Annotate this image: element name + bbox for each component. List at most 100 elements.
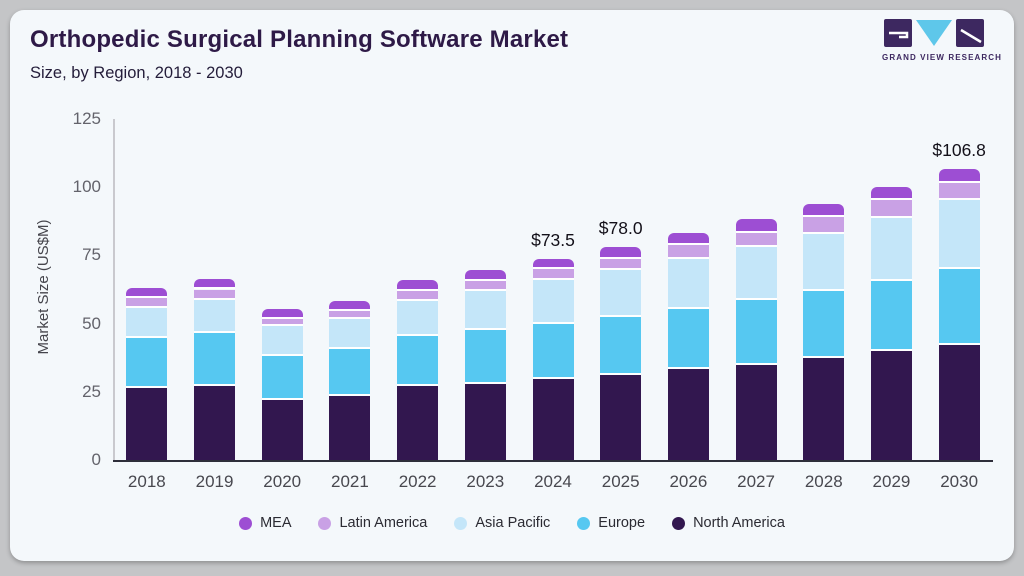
legend-dot-icon [577, 516, 591, 530]
bar-segment-latin-america [329, 311, 371, 319]
bar-segment-latin-america [194, 289, 236, 300]
bar-segment-latin-america [532, 269, 574, 281]
y-tick-label: 100 [72, 177, 101, 197]
bar-segment-europe [600, 316, 642, 375]
bar-segment-europe [464, 329, 506, 384]
bar-segment-north-america [397, 386, 439, 460]
legend-label: Europe [598, 515, 646, 531]
bar-segment-north-america [261, 399, 303, 460]
chart-legend: MEA Latin America Asia Pacific Europe North … [10, 515, 1014, 531]
bar-segment-asia-pacific [735, 246, 777, 300]
bar-segment-mea [600, 247, 642, 259]
bar-value-label: $78.0 [598, 218, 643, 239]
bar-segment-latin-america [261, 318, 303, 327]
legend-label: Asia Pacific [475, 515, 551, 531]
bar-segment-latin-america [667, 245, 709, 260]
bar-segment-north-america [194, 386, 236, 460]
legend-dot-icon [672, 516, 686, 530]
logo-wordmark: GRAND VIEW RESEARCH [882, 53, 1003, 62]
page-subtitle: Size, by Region, 2018 - 2030 [30, 64, 243, 82]
x-tick-label: 2023 [466, 472, 505, 491]
bar-segment-mea [735, 219, 777, 233]
x-tick-label: 2025 [601, 472, 640, 491]
bar-segment-asia-pacific [803, 233, 845, 291]
legend-dot-icon [454, 516, 468, 530]
bar-segment-asia-pacific [464, 291, 506, 330]
x-tick-label: 2019 [195, 472, 234, 491]
legend-label: Latin America [339, 515, 428, 531]
y-tick-label: 75 [82, 245, 101, 265]
x-tick-label: 2020 [263, 472, 302, 491]
page-title: Orthopedic Surgical Planning Software Ma… [30, 26, 569, 53]
bar-segment-europe [667, 308, 709, 370]
legend-item-north-america: North America [672, 515, 785, 531]
bar-segment-mea [532, 259, 574, 270]
bar-segment-latin-america [397, 291, 439, 302]
bar-segment-asia-pacific [194, 299, 236, 334]
bar-segment-latin-america [803, 217, 845, 234]
bar-segment-north-america [870, 350, 912, 460]
legend-label: North America [693, 515, 785, 531]
bar-segment-mea [938, 168, 980, 184]
bar-segment-europe [261, 355, 303, 400]
bar-segment-europe [870, 280, 912, 351]
bar-segment-asia-pacific [261, 326, 303, 356]
gvr-logo-icon [884, 19, 984, 47]
x-tick-label: 2027 [737, 472, 775, 491]
legend-item-latin-america: Latin America [318, 515, 427, 531]
bar-segment-asia-pacific [532, 280, 574, 324]
bar-segment-north-america [803, 358, 845, 460]
y-axis-line [113, 119, 115, 460]
bar-segment-mea [261, 308, 303, 319]
bar-segment-europe [397, 336, 439, 387]
x-tick-label: 2022 [398, 472, 437, 491]
bar-segment-asia-pacific [329, 318, 371, 349]
bar-segment-asia-pacific [397, 301, 439, 337]
bar-segment-latin-america [600, 258, 642, 271]
bar-segment-north-america [600, 374, 642, 460]
legend-dot-icon [239, 516, 253, 530]
x-tick-label: 2029 [872, 472, 911, 491]
bar-segment-mea [870, 186, 912, 201]
bar-segment-europe [735, 299, 777, 365]
bar-segment-asia-pacific [667, 259, 709, 309]
bar-segment-asia-pacific [938, 200, 980, 270]
bar-segment-mea [397, 280, 439, 292]
x-tick-label: 2026 [669, 472, 708, 491]
bar-segment-europe [803, 290, 845, 359]
bar-segment-mea [126, 287, 168, 298]
bar-segment-asia-pacific [600, 270, 642, 317]
x-tick-label: 2021 [330, 472, 369, 491]
bar-segment-north-america [532, 378, 574, 460]
x-tick-label: 2030 [940, 472, 979, 491]
bar-segment-europe [532, 323, 574, 379]
bar-value-label: $106.8 [932, 139, 986, 160]
bar-segment-mea [667, 233, 709, 246]
grand-view-research-logo: GRAND VIEW RESEARCH [882, 15, 1003, 65]
bar-value-label: $73.5 [531, 230, 575, 251]
bar-segment-asia-pacific [126, 308, 168, 339]
bar-segment-latin-america [464, 281, 506, 292]
bar-segment-north-america [735, 364, 777, 460]
bar-segment-mea [464, 270, 506, 282]
bar-segment-latin-america [870, 200, 912, 219]
bar-segment-mea [194, 278, 236, 290]
y-tick-label: 125 [72, 109, 101, 128]
bar-segment-north-america [329, 395, 371, 460]
x-tick-label: 2024 [534, 472, 572, 491]
x-axis-line [113, 460, 993, 462]
bar-segment-asia-pacific [870, 218, 912, 281]
bar-segment-north-america [938, 344, 980, 460]
bar-segment-north-america [464, 383, 506, 460]
bar-segment-north-america [126, 388, 168, 460]
bar-segment-latin-america [126, 297, 168, 309]
chart-card: Orthopedic Surgical Planning Software Ma… [10, 10, 1014, 561]
bar-segment-mea [803, 204, 845, 218]
bar-segment-europe [194, 333, 236, 387]
bar-segment-latin-america [735, 232, 777, 247]
stacked-bar-chart: Market Size (US$M) 0 25 50 75 100 125 2018 2019… [10, 10, 1014, 561]
legend-dot-icon [318, 516, 332, 530]
legend-item-mea: MEA [239, 515, 291, 531]
bar-segment-latin-america [938, 183, 980, 200]
bar-segment-north-america [667, 369, 709, 460]
